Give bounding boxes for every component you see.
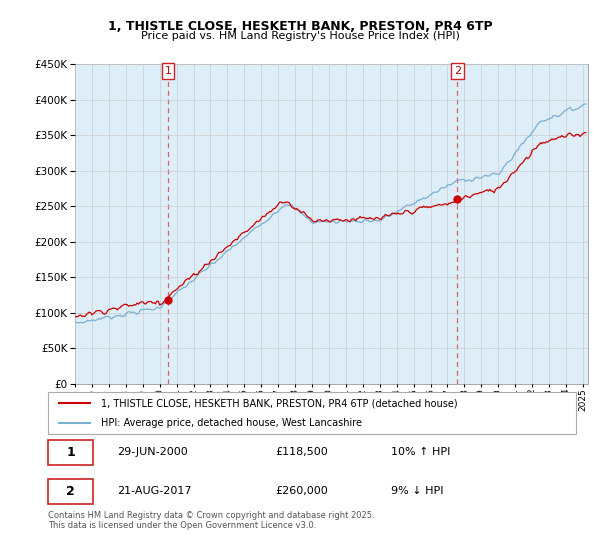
Text: 1: 1 [66, 446, 75, 459]
Text: 9% ↓ HPI: 9% ↓ HPI [391, 487, 444, 496]
FancyBboxPatch shape [48, 392, 576, 434]
Text: 29-JUN-2000: 29-JUN-2000 [116, 447, 187, 457]
Text: Contains HM Land Registry data © Crown copyright and database right 2025.
This d: Contains HM Land Registry data © Crown c… [48, 511, 374, 530]
Text: 10% ↑ HPI: 10% ↑ HPI [391, 447, 451, 457]
Text: 2: 2 [66, 485, 75, 498]
Text: £260,000: £260,000 [275, 487, 328, 496]
Text: HPI: Average price, detached house, West Lancashire: HPI: Average price, detached house, West… [101, 418, 362, 428]
Text: 2: 2 [454, 66, 461, 76]
Text: 1, THISTLE CLOSE, HESKETH BANK, PRESTON, PR4 6TP (detached house): 1, THISTLE CLOSE, HESKETH BANK, PRESTON,… [101, 398, 457, 408]
Text: 21-AUG-2017: 21-AUG-2017 [116, 487, 191, 496]
Text: 1: 1 [164, 66, 172, 76]
Text: 1, THISTLE CLOSE, HESKETH BANK, PRESTON, PR4 6TP: 1, THISTLE CLOSE, HESKETH BANK, PRESTON,… [107, 20, 493, 32]
Text: Price paid vs. HM Land Registry's House Price Index (HPI): Price paid vs. HM Land Registry's House … [140, 31, 460, 41]
FancyBboxPatch shape [48, 479, 93, 504]
Text: £118,500: £118,500 [275, 447, 328, 457]
FancyBboxPatch shape [48, 440, 93, 465]
